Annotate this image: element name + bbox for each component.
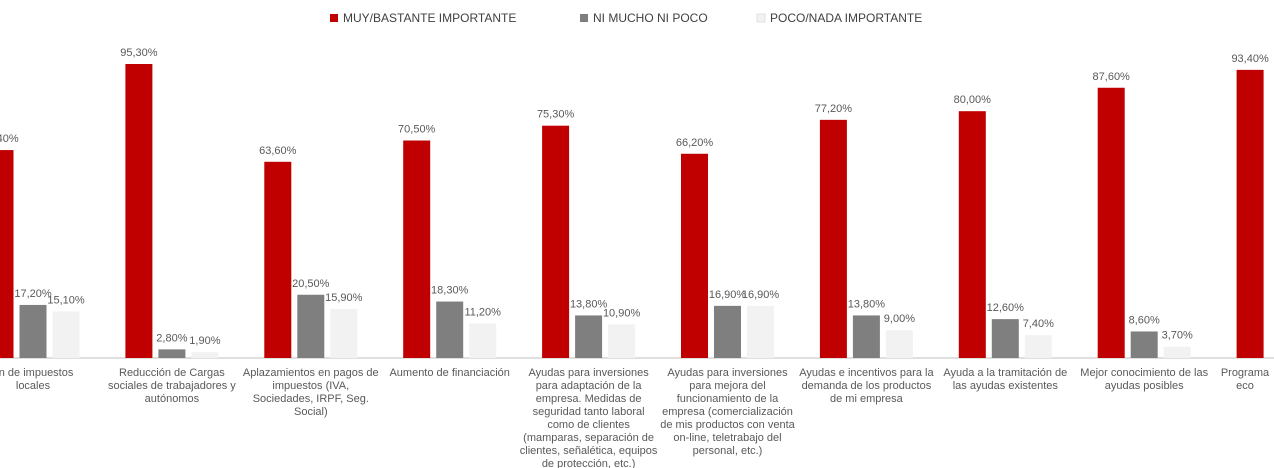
x-tick-label: Aplazamientos en pagos de impuestos (IVA,…	[243, 367, 379, 418]
value-label: 66,20%	[676, 137, 714, 149]
bar	[52, 311, 80, 358]
x-tick-label: Aumento de financiación	[389, 367, 509, 379]
bar	[1097, 87, 1125, 358]
value-label: 67,40%	[0, 133, 19, 145]
bar	[747, 305, 774, 358]
value-label: 87,60%	[1093, 71, 1131, 83]
x-tick-label: Mejor conocimiento de las ayudas posibles	[1080, 367, 1208, 392]
value-label: 18,30%	[431, 285, 469, 297]
bar	[330, 308, 358, 358]
bar	[0, 150, 14, 358]
bar	[819, 119, 847, 358]
bar	[19, 304, 47, 358]
bar	[1236, 69, 1264, 359]
bar	[436, 301, 464, 358]
value-label: 3,70%	[1162, 330, 1193, 342]
x-tick-label: Ayudas para inversiones para mejora del fu…	[660, 367, 795, 457]
bar	[191, 352, 219, 358]
bar	[714, 305, 741, 358]
x-tick-label: ón de impuestos locales	[0, 367, 74, 392]
value-label: 77,20%	[815, 103, 853, 115]
value-label: 16,90%	[742, 289, 780, 301]
value-label: 10,90%	[603, 307, 641, 319]
legend-swatch	[756, 13, 766, 23]
value-label: 1,90%	[189, 335, 220, 347]
x-tick-label: Ayudas e incentivos para la demanda de lo…	[799, 367, 934, 405]
bar	[542, 125, 570, 359]
x-tick-label: Reducción de Cargas sociales de trabajado…	[108, 367, 236, 405]
value-label: 7,40%	[1023, 318, 1054, 330]
value-label: 8,60%	[1129, 314, 1160, 326]
value-label: 2,80%	[156, 332, 187, 344]
bar	[469, 323, 497, 358]
bar	[403, 140, 431, 358]
bar	[125, 63, 153, 358]
bar	[681, 153, 708, 358]
legend-swatch	[330, 14, 338, 22]
value-label: 80,00%	[954, 94, 992, 106]
x-tick-label: Programa eco	[1221, 367, 1270, 392]
bar	[1130, 331, 1158, 358]
value-label: 15,10%	[47, 294, 85, 306]
legend-label: POCO/NADA IMPORTANTE	[770, 11, 922, 25]
legend-label: NI MUCHO NI POCO	[593, 11, 708, 25]
bar	[991, 319, 1019, 358]
value-label: 70,50%	[398, 124, 436, 136]
bar	[852, 315, 880, 358]
legend-swatch	[580, 14, 588, 22]
bar	[1163, 346, 1191, 358]
bar	[158, 349, 186, 358]
value-label: 11,20%	[464, 306, 501, 318]
legend-label: MUY/BASTANTE IMPORTANTE	[343, 11, 516, 25]
value-label: 13,80%	[848, 298, 886, 310]
bar	[264, 161, 292, 358]
bar	[1024, 335, 1052, 358]
bar	[885, 330, 913, 358]
bar	[575, 315, 603, 358]
bar	[958, 111, 986, 358]
value-label: 95,30%	[120, 47, 158, 59]
value-label: 12,60%	[987, 302, 1025, 314]
bar	[297, 294, 325, 358]
value-label: 13,80%	[570, 298, 608, 310]
value-label: 75,30%	[537, 109, 575, 121]
value-label: 20,50%	[292, 278, 330, 290]
value-label: 63,60%	[259, 145, 297, 157]
value-label: 93,40%	[1231, 53, 1269, 65]
value-label: 9,00%	[884, 313, 915, 325]
bar	[608, 324, 636, 358]
x-tick-label: Ayudas para inversiones para adaptación d…	[520, 367, 658, 468]
value-label: 15,90%	[325, 292, 363, 304]
x-tick-label: Ayuda a la tramitación de las ayudas exis…	[943, 367, 1067, 392]
value-label: 16,90%	[709, 289, 747, 301]
value-label: 17,20%	[14, 288, 52, 300]
